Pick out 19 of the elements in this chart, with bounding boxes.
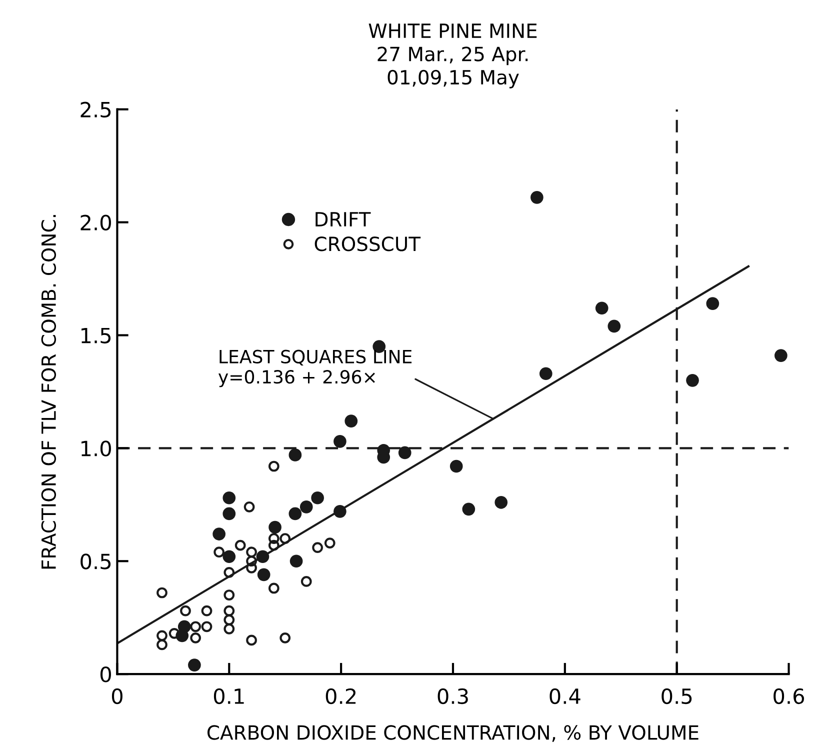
- annotation: LEAST SQUARES LINE y=0.136 + 2.96×: [218, 350, 412, 388]
- y-tick-label: 1.5: [82, 328, 111, 344]
- x-tick-label: 0: [112, 688, 122, 704]
- chart-title: WHITE PINE MINE 27 Mar., 25 Apr. 01,09,15 May: [368, 24, 537, 88]
- x-axis-title: CARBON DIOXIDE CONCENTRATION, % BY VOLUME: [207, 725, 698, 742]
- y-tick-label: 0: [100, 666, 111, 682]
- x-tick-label: 0.2: [326, 688, 356, 704]
- y-tick-label: 0.5: [80, 554, 111, 570]
- x-tick-label: 0.6: [774, 688, 804, 704]
- y-tick-label: 2.5: [80, 102, 111, 118]
- x-tick-label: 0.5: [662, 688, 692, 704]
- y-axis-title: FRACTION OF TLV FOR COMB. CONC.: [41, 215, 56, 569]
- legend-label: CROSSCUT: [314, 236, 421, 252]
- y-tick-label: 2.0: [80, 214, 111, 230]
- x-tick-label: 0.3: [438, 688, 468, 704]
- y-tick-label: 1.0: [82, 440, 111, 456]
- legend-label: DRIFT: [316, 212, 371, 226]
- x-tick-label: 0.4: [550, 688, 580, 704]
- x-tick-label: 0.1: [214, 688, 244, 704]
